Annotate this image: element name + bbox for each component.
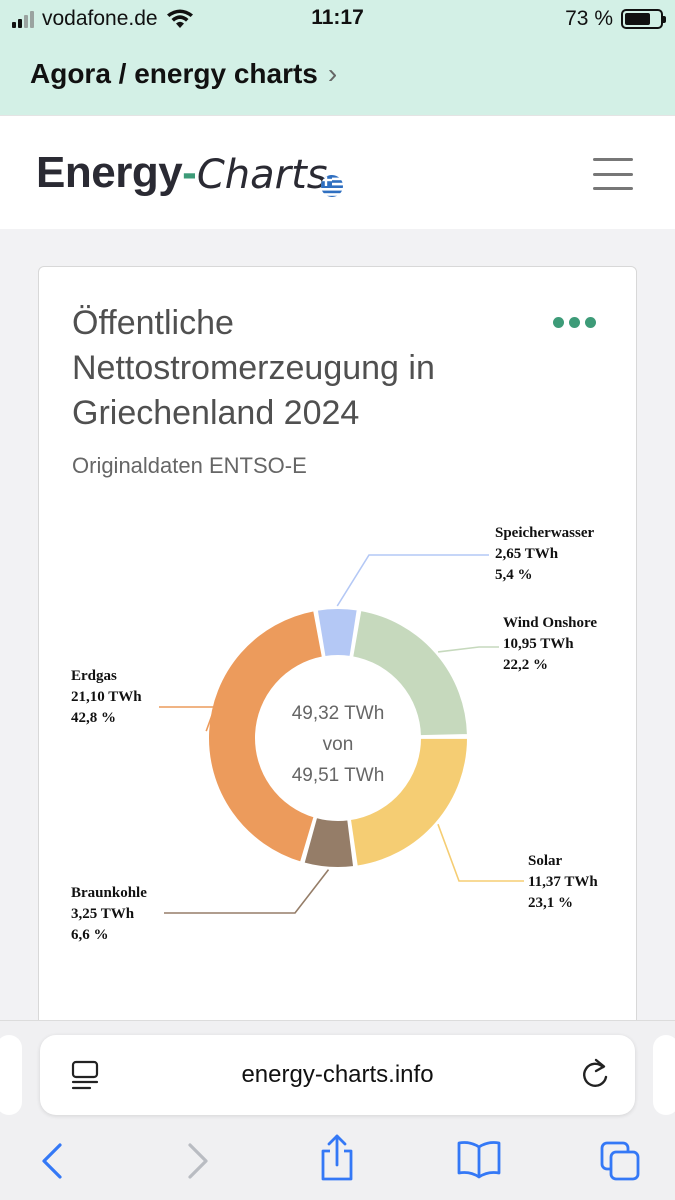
slice-label-percent: 23,1 % <box>528 895 573 911</box>
battery-icon <box>621 9 666 29</box>
slice-label-name: Solar <box>528 853 563 869</box>
page-menu-icon[interactable] <box>70 1059 100 1091</box>
chart-card: Öffentliche Nettostromerzeugung in Griec… <box>38 266 637 1046</box>
forward-icon[interactable] <box>184 1139 212 1183</box>
reload-icon[interactable] <box>579 1057 611 1091</box>
slice-label-value: 2,65 TWh <box>495 546 559 562</box>
leader-line <box>159 706 217 732</box>
slice-label-value: 10,95 TWh <box>503 636 574 652</box>
carrier-name: vodafone.de <box>42 7 158 30</box>
clock: 11:17 <box>311 6 364 29</box>
leader-line <box>336 554 489 607</box>
url-text: energy-charts.info <box>241 1061 434 1088</box>
menu-icon[interactable] <box>593 158 633 190</box>
browser-bottom-bar: energy-charts.info <box>0 1020 675 1200</box>
site-logo[interactable]: Energy - Charts <box>36 148 328 198</box>
donut-slice-solar[interactable] <box>348 736 470 868</box>
chart-title: Öffentliche Nettostromerzeugung in Griec… <box>72 304 435 432</box>
slice-label-name: Wind Onshore <box>503 615 597 631</box>
slice-label-percent: 5,4 % <box>495 567 533 583</box>
chevron-right-icon: › <box>327 58 338 89</box>
slice-label-value: 3,25 TWh <box>71 906 135 922</box>
previous-tab-preview[interactable] <box>0 1035 22 1115</box>
leader-line <box>437 823 524 882</box>
center-gross: 49,51 TWh <box>292 765 385 786</box>
leader-line <box>164 869 330 914</box>
slice-label-name: Speicherwasser <box>495 525 594 541</box>
address-bar[interactable]: energy-charts.info <box>40 1035 635 1115</box>
center-total: 49,32 TWh <box>292 703 385 724</box>
slice-label-percent: 22,2 % <box>503 657 548 673</box>
slice-label-value: 11,37 TWh <box>528 874 598 890</box>
slice-label-name: Erdgas <box>71 668 117 684</box>
bookmarks-icon[interactable] <box>456 1139 502 1179</box>
greek-flag-icon[interactable] <box>320 174 344 198</box>
donut-slice-erdgas[interactable] <box>207 609 325 864</box>
battery-group: 73 % <box>565 7 666 31</box>
tabs-icon[interactable] <box>598 1139 642 1183</box>
share-icon[interactable] <box>318 1133 356 1183</box>
status-bar: vodafone.de 11:17 73 % <box>0 0 675 38</box>
battery-percent: 73 % <box>565 7 613 30</box>
donut-chart: Speicherwasser 2,65 TWh 5,4 % Wind Onshore 1… <box>71 525 598 943</box>
leader-line <box>437 646 499 653</box>
logo-dash: - <box>182 148 197 197</box>
next-tab-preview[interactable] <box>653 1035 675 1115</box>
center-von: von <box>323 734 354 755</box>
logo-text-charts: Charts <box>196 152 328 198</box>
donut-slice-braunkohle[interactable] <box>302 815 356 869</box>
slice-label-percent: 42,8 % <box>71 710 116 726</box>
donut-slice-wind-onshore[interactable] <box>351 608 469 738</box>
logo-text-energy: Energy <box>36 148 183 197</box>
carrier-group: vodafone.de <box>12 7 194 31</box>
back-icon[interactable] <box>38 1139 66 1183</box>
slice-label-name: Braunkohle <box>71 885 147 901</box>
slice-label-value: 21,10 TWh <box>71 689 142 705</box>
chart-subtitle: Originaldaten ENTSO-E <box>72 453 307 478</box>
back-link-label: Agora / energy charts <box>30 58 318 89</box>
wifi-icon <box>166 9 193 28</box>
donut-slice-speicherwasser[interactable] <box>315 607 359 659</box>
site-header: Energy - Charts <box>0 115 675 229</box>
more-options-icon[interactable] <box>553 317 596 328</box>
cellular-signal-icon <box>12 10 34 28</box>
browser-toolbar <box>0 1131 675 1200</box>
back-link[interactable]: Agora / energy charts › <box>30 58 337 90</box>
back-link-bar[interactable]: Agora / energy charts › <box>0 38 675 115</box>
slice-label-percent: 6,6 % <box>71 927 109 943</box>
